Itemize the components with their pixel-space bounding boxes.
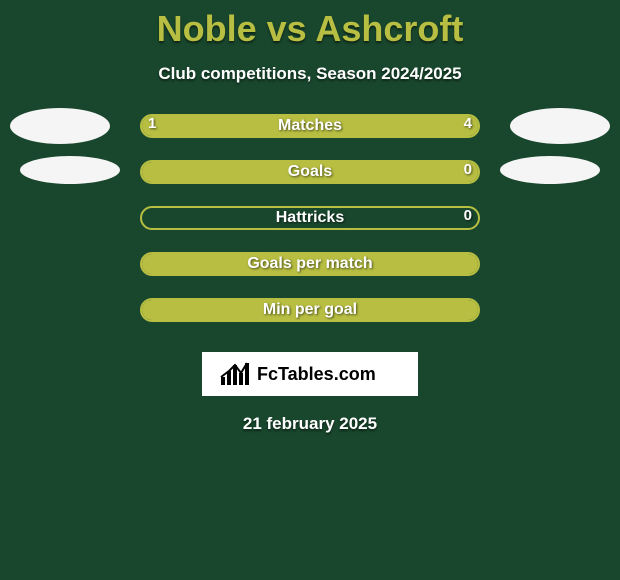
bar-hattricks: Hattricks [140, 206, 480, 230]
bar-mpg-label: Min per goal [142, 300, 478, 320]
bar-matches: Matches [140, 114, 480, 138]
bar-mpg: Min per goal [140, 298, 480, 322]
avatar-left-2 [20, 156, 120, 184]
logo-box: FcTables.com [202, 352, 418, 396]
bar-gpm-label: Goals per match [142, 254, 478, 274]
page-subtitle: Club competitions, Season 2024/2025 [0, 64, 620, 84]
bar-matches-val-right: 4 [464, 115, 472, 132]
page-title: Noble vs Ashcroft [0, 0, 620, 50]
stat-row-mpg: Min per goal [0, 298, 620, 344]
bar-goals-label: Goals [142, 162, 478, 182]
logo-text: FcTables.com [257, 364, 376, 384]
bar-matches-label: Matches [142, 116, 478, 136]
bar-goals-val-right: 0 [464, 161, 472, 178]
bar-gpm: Goals per match [140, 252, 480, 276]
stat-row-hattricks: Hattricks 0 [0, 206, 620, 252]
date-label: 21 february 2025 [0, 414, 620, 434]
avatar-right-1 [510, 108, 610, 144]
stat-row-matches: Matches 1 4 [0, 114, 620, 160]
logo-bars-icon [221, 363, 249, 385]
stat-row-goals: Goals 0 [0, 160, 620, 206]
stat-row-gpm: Goals per match [0, 252, 620, 298]
bar-matches-val-left: 1 [148, 115, 156, 132]
bar-hattricks-label: Hattricks [142, 208, 478, 228]
bar-goals: Goals [140, 160, 480, 184]
stats-container: Matches 1 4 Goals 0 Hattricks 0 Goals p [0, 114, 620, 344]
fctables-logo-icon: FcTables.com [215, 357, 405, 391]
bar-hattricks-val-right: 0 [464, 207, 472, 224]
avatar-left-1 [10, 108, 110, 144]
avatar-right-2 [500, 156, 600, 184]
